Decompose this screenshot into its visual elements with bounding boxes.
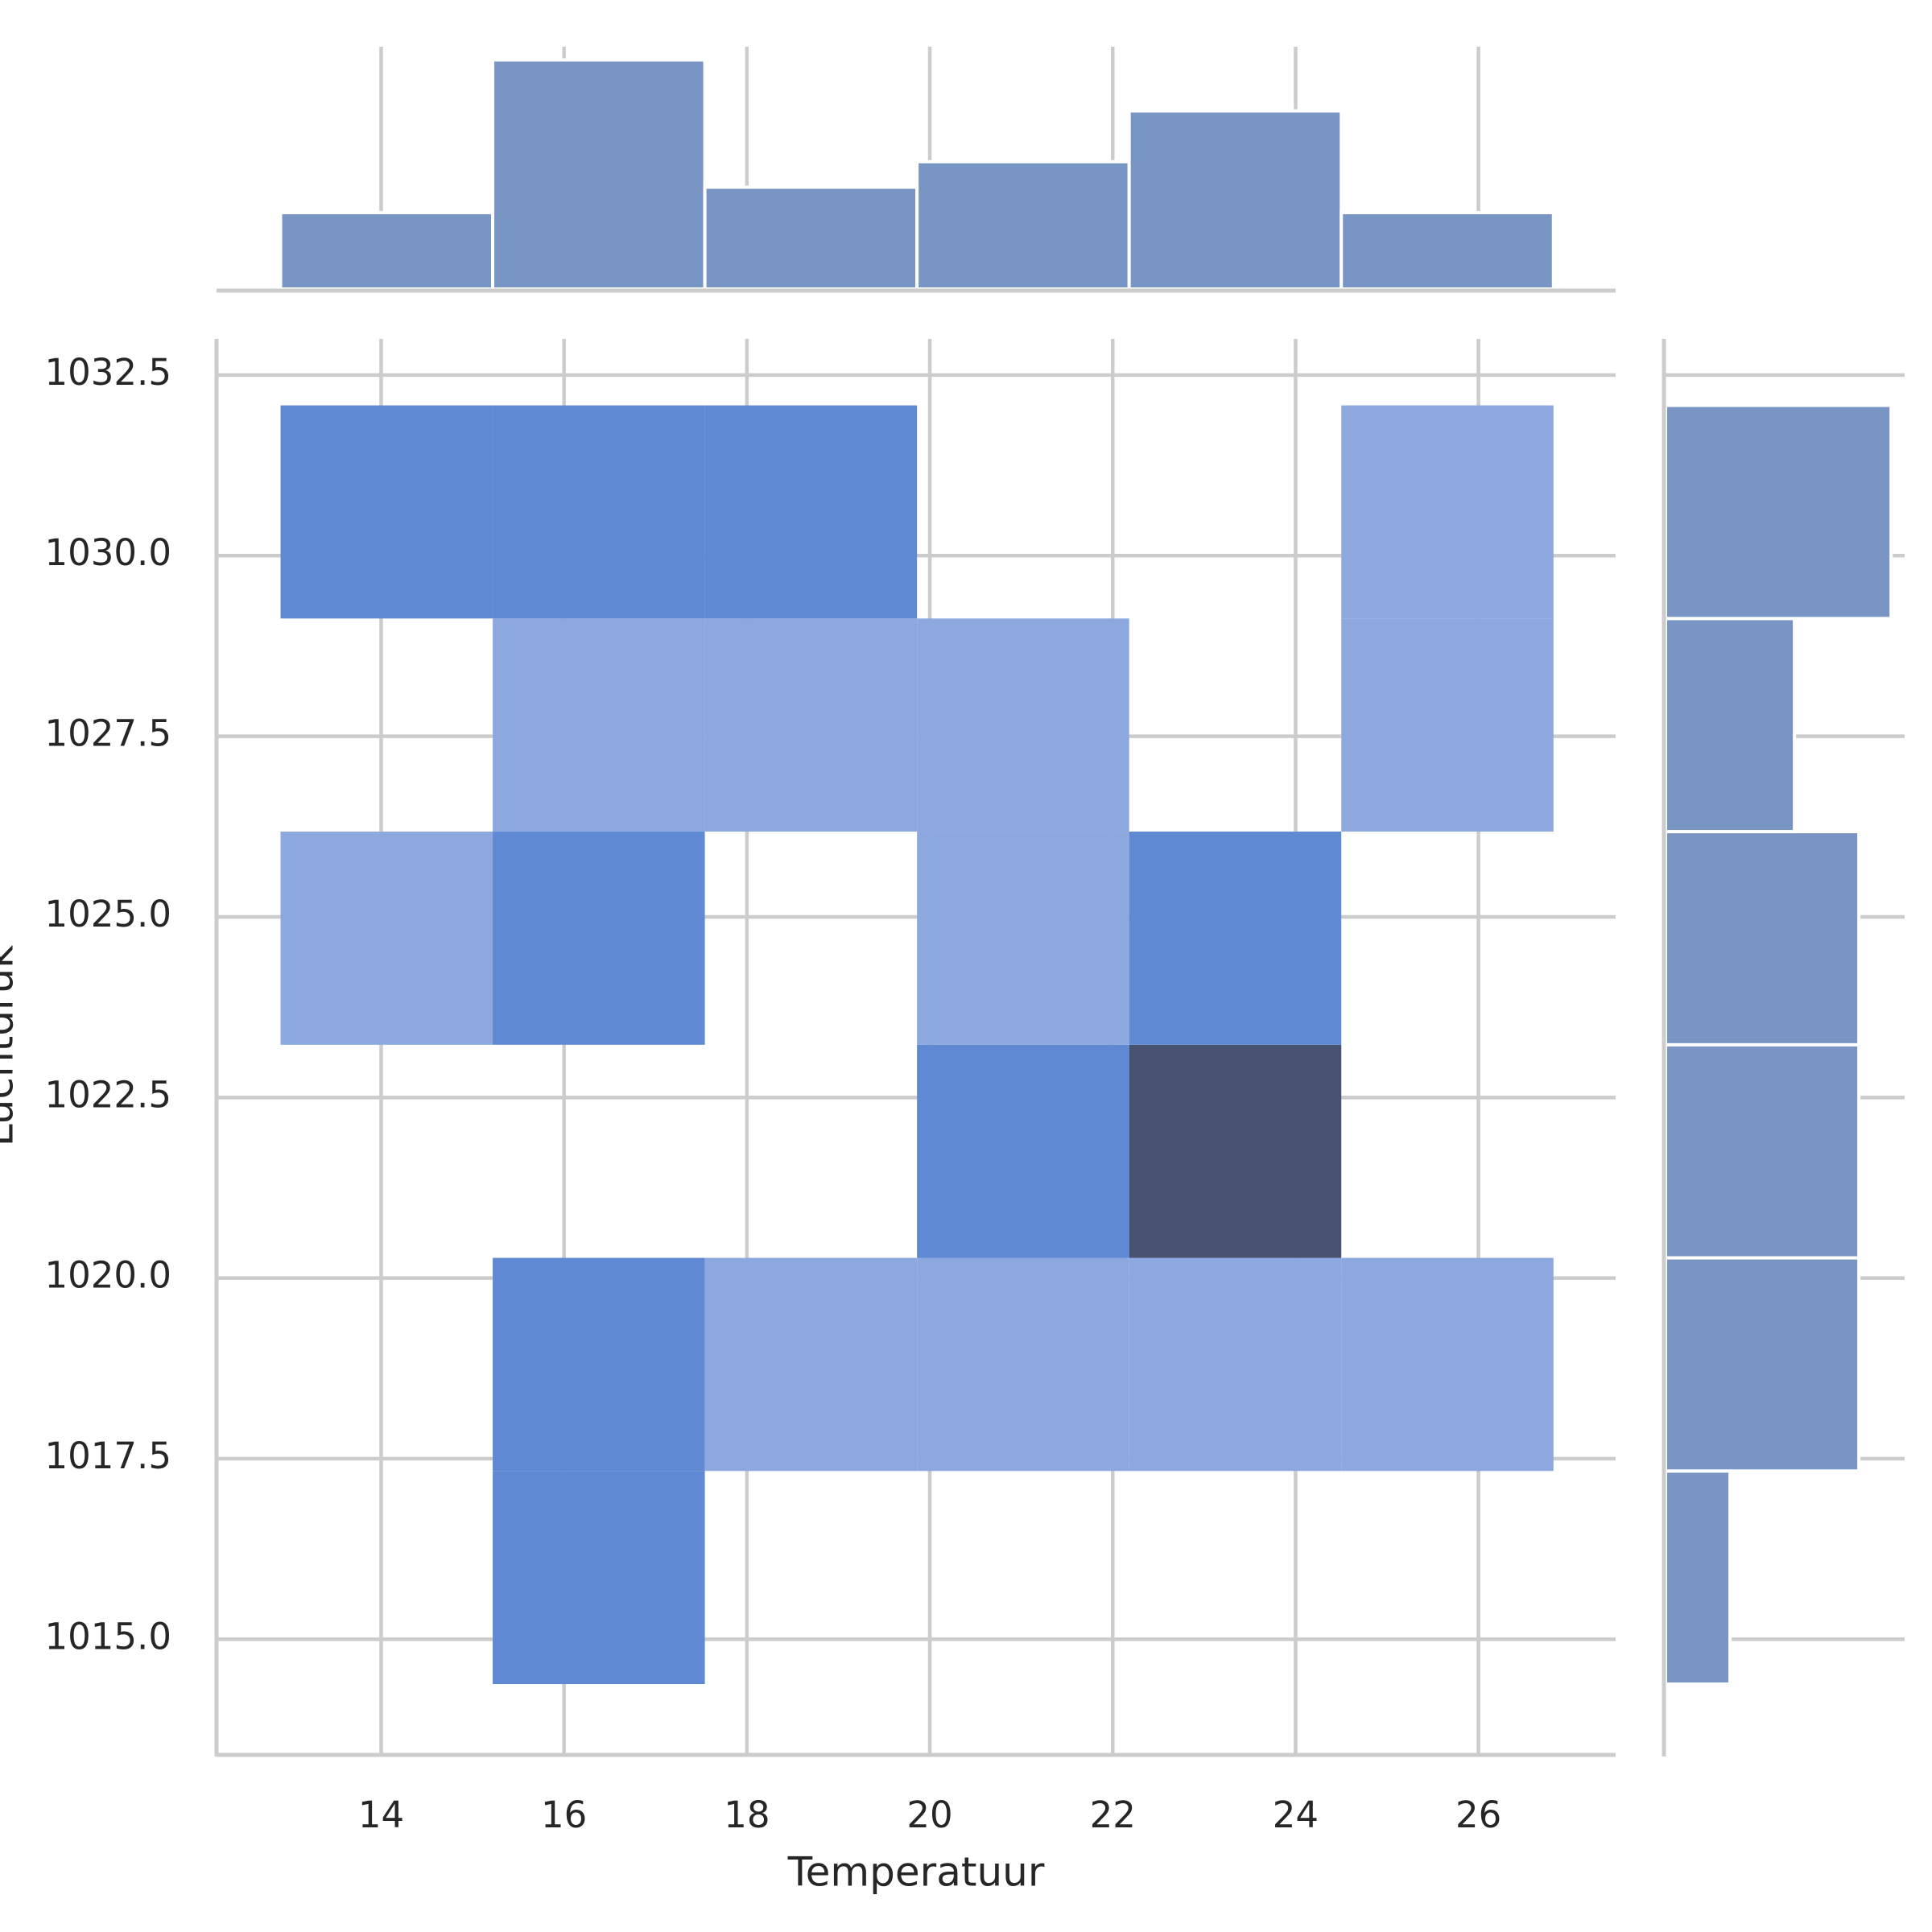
- hist2d-cell: [493, 1045, 705, 1258]
- hist2d-cell: [1129, 1044, 1342, 1258]
- hist2d-cell: [917, 406, 1129, 619]
- hist2d-cell: [1129, 1471, 1342, 1684]
- hist2d-cell: [917, 1044, 1129, 1258]
- y-tick-label: 1015.0: [45, 1615, 171, 1657]
- y-tick-label: 1022.5: [45, 1073, 171, 1116]
- x-tick-label: 20: [906, 1794, 952, 1836]
- hist2d-cell: [281, 618, 493, 832]
- hist2d-cell: [704, 405, 918, 619]
- hist2d-cell: [493, 618, 705, 832]
- y-tick-label: 1025.0: [45, 893, 171, 935]
- hist2d-cell: [493, 832, 705, 1045]
- marginal-y-bar: [1664, 403, 1893, 621]
- marginal-y-bar: [1664, 1469, 1732, 1686]
- y-tick-label: 1027.5: [45, 712, 171, 755]
- marginal-x-bar: [491, 58, 707, 291]
- hist2d-cell: [493, 1471, 705, 1685]
- hist2d-cell: [1129, 618, 1342, 832]
- x-tick-label: 18: [724, 1794, 770, 1836]
- x-tick-label: 26: [1455, 1794, 1501, 1836]
- hist2d-cell: [1341, 832, 1554, 1045]
- x-tick-label: 16: [541, 1794, 587, 1836]
- y-tick-label: 1017.5: [45, 1435, 171, 1477]
- hist2d-cell: [917, 1471, 1129, 1684]
- hist2d-cell: [1129, 406, 1342, 619]
- hist2d-cell: [704, 1257, 918, 1472]
- hist2d-cell: [281, 1045, 493, 1258]
- hist2d-cell: [1341, 1257, 1554, 1472]
- y-tick-label: 1032.5: [45, 351, 171, 394]
- hist2d-cell: [280, 832, 493, 1045]
- hist2d-cell: [493, 405, 705, 619]
- y-axis-label: Luchtdruk: [0, 945, 23, 1146]
- marginal-y-bar: [1664, 1042, 1861, 1260]
- marginal-x-bar: [703, 185, 919, 291]
- hist2d-cell: [1341, 618, 1554, 832]
- hist2d-cell: [704, 618, 918, 832]
- marginal-x-bar: [279, 211, 495, 291]
- x-tick-label: 22: [1090, 1794, 1136, 1836]
- hist2d-cell: [281, 1258, 493, 1472]
- hist2d-cell: [1341, 405, 1554, 619]
- hist2d-cell: [281, 1471, 493, 1684]
- marginal-y-bar: [1664, 1256, 1861, 1473]
- marginal-x-bar: [1127, 109, 1344, 291]
- hist2d-cell: [493, 1257, 705, 1472]
- y-tick-label: 1020.0: [45, 1254, 171, 1297]
- x-tick-label: 14: [358, 1794, 404, 1836]
- hist2d-cell: [705, 832, 918, 1045]
- hist2d-cell: [1341, 1471, 1554, 1684]
- marginal-y-bar: [1664, 830, 1861, 1046]
- marginal-y-bar: [1664, 617, 1797, 834]
- hist2d-cell: [705, 1471, 918, 1684]
- hist2d-cell: [917, 832, 1129, 1045]
- hist2d-cell: [1341, 1045, 1554, 1258]
- hist2d-cell: [917, 1257, 1129, 1472]
- x-tick-label: 24: [1273, 1794, 1319, 1836]
- x-axis-label: Temperatuur: [787, 1849, 1045, 1896]
- marginal-x-bar: [915, 159, 1131, 291]
- hist2d-cell: [917, 618, 1129, 832]
- hist2d-cell: [1129, 832, 1342, 1045]
- marginal-x-bar: [1340, 211, 1555, 291]
- y-tick-label: 1030.0: [45, 531, 171, 574]
- hist2d-cell: [705, 1045, 918, 1258]
- hist2d-cell: [280, 405, 493, 619]
- hist2d-cell: [1129, 1257, 1342, 1472]
